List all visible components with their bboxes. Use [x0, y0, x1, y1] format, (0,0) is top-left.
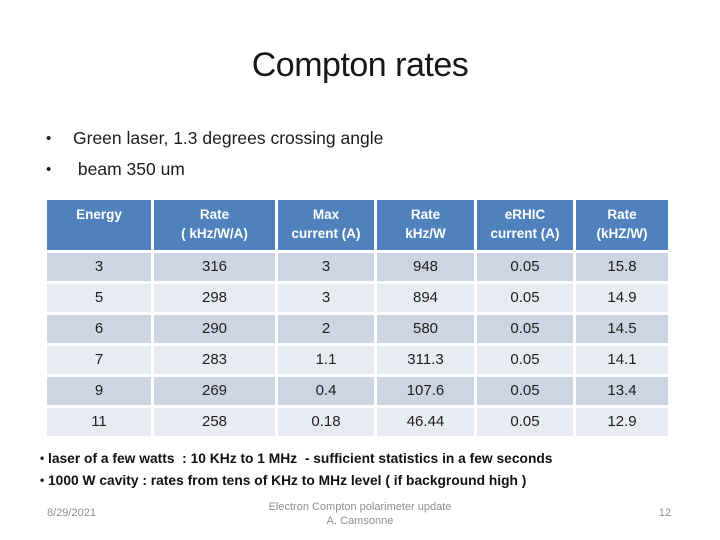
- table-cell: 2: [278, 315, 374, 343]
- table-cell: 15.8: [576, 253, 668, 281]
- table-cell: 3: [278, 253, 374, 281]
- table-row: 7 283 1.1 311.3 0.05 14.1: [47, 346, 668, 374]
- footer-date: 8/29/2021: [47, 507, 96, 519]
- table-cell: 14.9: [576, 284, 668, 312]
- bullet-item-green-laser: • Green laser, 1.3 degrees crossing angl…: [46, 127, 666, 150]
- table-cell: 0.05: [477, 408, 573, 436]
- table-cell: 12.9: [576, 408, 668, 436]
- table-cell: 0.05: [477, 346, 573, 374]
- table-cell: 0.4: [278, 377, 374, 405]
- bullet-marker-icon: •: [40, 472, 45, 487]
- table-cell: 3: [47, 253, 151, 281]
- table-cell: 580: [377, 315, 474, 343]
- header-cell-energy: Energy: [47, 200, 151, 250]
- table-cell: 0.05: [477, 315, 573, 343]
- table-cell: 316: [154, 253, 275, 281]
- footer-attribution: Electron Compton polarimeter update A. C…: [0, 501, 720, 528]
- table-cell: 290: [154, 315, 275, 343]
- table-row: 9 269 0.4 107.6 0.05 13.4: [47, 377, 668, 405]
- table-cell: 13.4: [576, 377, 668, 405]
- table-cell: 6: [47, 315, 151, 343]
- table-cell: 311.3: [377, 346, 474, 374]
- bullet-text: Green laser, 1.3 degrees crossing angle: [73, 128, 384, 148]
- table-cell: 3: [278, 284, 374, 312]
- table-cell: 0.05: [477, 253, 573, 281]
- bullet-text: beam 350 um: [73, 159, 185, 179]
- table-cell: 948: [377, 253, 474, 281]
- footer-attribution-line2: A. Camsonne: [326, 514, 394, 527]
- header-cell-erhic-current: eRHIC current (A): [477, 200, 573, 250]
- table-cell: 1.1: [278, 346, 374, 374]
- table-cell: 0.05: [477, 284, 573, 312]
- slide-title: Compton rates: [251, 46, 469, 84]
- table-cell: 269: [154, 377, 275, 405]
- table-row: 3 316 3 948 0.05 15.8: [47, 253, 668, 281]
- footer-attribution-line1: Electron Compton polarimeter update: [268, 501, 452, 513]
- table-cell: 283: [154, 346, 275, 374]
- table-cell: 14.1: [576, 346, 668, 374]
- bullet-marker-icon: •: [46, 130, 52, 147]
- slide-number: 12: [658, 507, 672, 519]
- note-text: 1000 W cavity : rates from tens of KHz t…: [48, 472, 527, 488]
- note-text: laser of a few watts : 10 KHz to 1 MHz -…: [48, 451, 553, 466]
- header-cell-rate-per-wa: Rate ( kHz/W/A): [154, 200, 275, 250]
- table-cell: 298: [154, 284, 275, 312]
- table-cell: 7: [47, 346, 151, 374]
- table-cell: 46.44: [377, 408, 474, 436]
- bullet-marker-icon: •: [46, 161, 52, 178]
- table-row: 11 258 0.18 46.44 0.05 12.9: [47, 408, 668, 436]
- rates-table-header: Energy Rate ( kHz/W/A) Max current (A) R…: [47, 200, 668, 250]
- header-cell-rate-per-w: Rate kHz/W: [377, 200, 474, 250]
- table-cell: 14.5: [576, 315, 668, 343]
- table-cell: 0.05: [477, 377, 573, 405]
- table-row: 5 298 3 894 0.05 14.9: [47, 284, 668, 312]
- header-cell-max-current: Max current (A): [278, 200, 374, 250]
- rates-table-body: 3 316 3 948 0.05 15.8 5 298 3 894 0.05 1…: [47, 253, 668, 436]
- rates-table: Energy Rate ( kHz/W/A) Max current (A) R…: [44, 197, 671, 439]
- table-cell: 258: [154, 408, 275, 436]
- table-row: 6 290 2 580 0.05 14.5: [47, 315, 668, 343]
- bullet-list: • Green laser, 1.3 degrees crossing angl…: [46, 127, 666, 189]
- table-cell: 0.18: [278, 408, 374, 436]
- table-cell: 107.6: [377, 377, 474, 405]
- table-cell: 11: [47, 408, 151, 436]
- table-cell: 5: [47, 284, 151, 312]
- note-item-cavity: • 1000 W cavity : rates from tens of KHz…: [40, 470, 690, 492]
- header-cell-rate-khz-w: Rate (kHZ/W): [576, 200, 668, 250]
- bullet-item-beam: • beam 350 um: [46, 158, 666, 181]
- notes-block: • laser of a few watts : 10 KHz to 1 MHz…: [40, 448, 690, 491]
- note-item-laser-watts: • laser of a few watts : 10 KHz to 1 MHz…: [40, 448, 690, 470]
- table-cell: 894: [377, 284, 474, 312]
- header-row: Energy Rate ( kHz/W/A) Max current (A) R…: [47, 200, 668, 250]
- table-cell: 9: [47, 377, 151, 405]
- bullet-marker-icon: •: [40, 451, 45, 465]
